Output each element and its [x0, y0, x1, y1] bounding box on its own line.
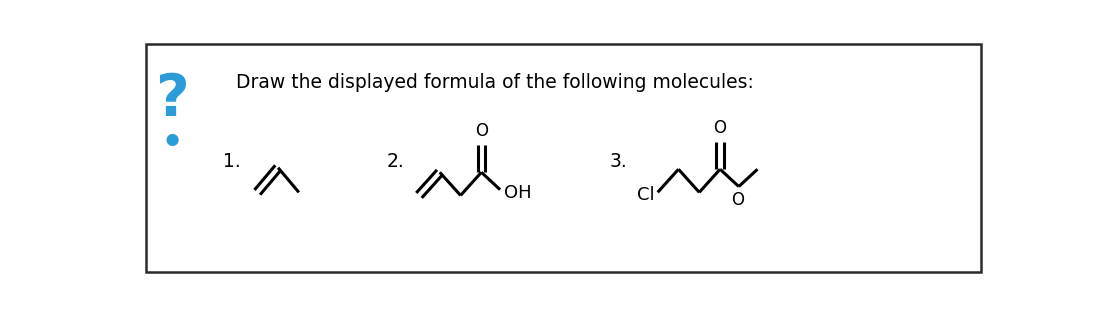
Circle shape [167, 135, 178, 145]
Text: ?: ? [156, 71, 189, 128]
Text: 3.: 3. [609, 152, 628, 171]
Text: O: O [475, 122, 488, 140]
Text: 2.: 2. [387, 152, 405, 171]
Text: 1.: 1. [223, 152, 241, 171]
Text: O: O [714, 119, 727, 137]
Text: OH: OH [504, 184, 531, 202]
Text: Cl: Cl [637, 186, 654, 204]
Text: Draw the displayed formula of the following molecules:: Draw the displayed formula of the follow… [236, 73, 755, 92]
Text: O: O [730, 191, 744, 209]
